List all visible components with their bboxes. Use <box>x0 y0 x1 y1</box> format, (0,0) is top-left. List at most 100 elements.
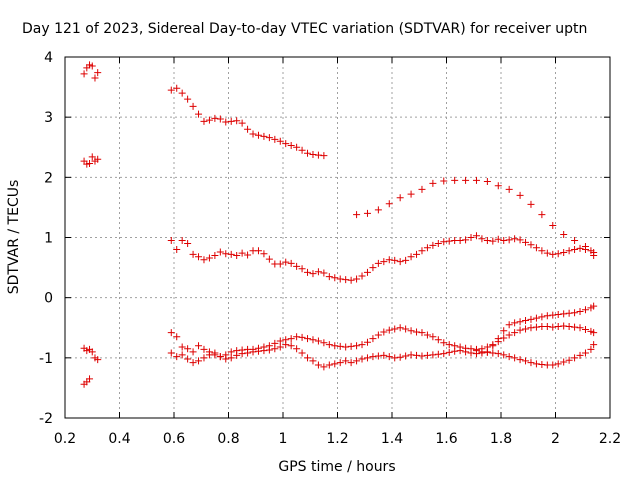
data-point <box>254 247 262 255</box>
x-tick-label: 0.8 <box>217 431 239 447</box>
data-point <box>167 86 175 94</box>
data-point <box>314 361 322 369</box>
data-point <box>576 244 584 252</box>
data-point <box>576 351 584 359</box>
data-point <box>293 143 301 151</box>
data-point <box>189 348 197 356</box>
y-axis-label: SDTVAR / TECUs <box>6 180 22 295</box>
data-point <box>222 250 230 258</box>
data-point <box>244 251 252 259</box>
data-point <box>380 258 388 266</box>
data-point <box>494 350 502 358</box>
series-arc-mid <box>167 232 598 284</box>
data-point <box>238 249 246 257</box>
data-point <box>80 70 88 78</box>
data-point <box>298 333 306 341</box>
data-point <box>298 349 306 357</box>
data-point <box>309 357 317 365</box>
data-point <box>233 117 241 125</box>
data-point <box>227 117 235 125</box>
data-point <box>216 248 224 256</box>
data-point <box>304 149 312 157</box>
series-arc-low-b <box>167 302 598 371</box>
grid-lines <box>65 57 610 418</box>
data-point <box>173 353 181 361</box>
data-point <box>287 141 295 149</box>
x-tick-label: 2 <box>551 431 560 447</box>
data-point <box>423 331 431 339</box>
series-arc-rise <box>353 176 598 257</box>
data-point <box>205 254 213 262</box>
data-point <box>560 322 568 330</box>
data-point <box>363 209 371 217</box>
data-point <box>178 89 186 97</box>
data-point <box>276 343 284 351</box>
data-point <box>309 336 317 344</box>
data-point <box>407 190 415 198</box>
data-point <box>222 355 230 363</box>
axis-ticks <box>64 56 611 419</box>
y-tick-label: 3 <box>44 110 53 126</box>
y-tick-label: -1 <box>39 351 53 367</box>
data-point <box>325 361 333 369</box>
series-arc-low-c <box>472 341 598 369</box>
data-point <box>500 327 508 335</box>
data-point <box>282 341 290 349</box>
data-point <box>227 354 235 362</box>
data-point <box>413 250 421 258</box>
data-point <box>451 176 459 184</box>
data-point <box>571 246 579 254</box>
data-point <box>590 252 598 260</box>
data-point <box>271 345 279 353</box>
x-tick-label: 1.2 <box>326 431 348 447</box>
data-point <box>505 321 513 329</box>
data-point <box>184 345 192 353</box>
data-point <box>222 118 230 126</box>
data-point <box>200 345 208 353</box>
data-point <box>590 341 598 349</box>
data-point <box>233 252 241 260</box>
data-point <box>565 323 573 331</box>
data-point <box>271 135 279 143</box>
data-point <box>560 358 568 366</box>
data-point <box>440 238 448 246</box>
data-point <box>429 241 437 249</box>
data-point <box>86 375 94 383</box>
data-point <box>500 334 508 342</box>
data-point <box>571 323 579 331</box>
data-point <box>293 345 301 353</box>
data-point <box>571 309 579 317</box>
data-point <box>391 325 399 333</box>
data-point <box>494 182 502 190</box>
data-point <box>560 310 568 318</box>
data-point <box>538 247 546 255</box>
y-tick-label: 1 <box>44 231 53 247</box>
data-point <box>265 255 273 263</box>
data-point <box>287 342 295 350</box>
data-point <box>505 236 513 244</box>
data-point <box>549 311 557 319</box>
data-point <box>88 348 96 356</box>
data-point <box>276 337 284 345</box>
data-point <box>402 325 410 333</box>
data-point <box>249 348 257 356</box>
data-point <box>489 342 497 350</box>
data-point <box>511 235 519 243</box>
data-point <box>413 328 421 336</box>
y-tick-label: 0 <box>44 291 53 307</box>
data-point <box>505 331 513 339</box>
data-point <box>445 348 453 356</box>
data-point <box>532 323 540 331</box>
data-point <box>184 95 192 103</box>
data-point <box>423 244 431 252</box>
data-point <box>516 326 524 334</box>
series-arc-high <box>167 84 328 160</box>
y-tick-label: 4 <box>44 50 53 66</box>
data-point <box>200 354 208 362</box>
data-point <box>385 353 393 361</box>
y-tick-label: 2 <box>44 170 53 186</box>
data-point <box>244 349 252 357</box>
x-tick-label: 0.2 <box>54 431 76 447</box>
data-point <box>233 351 241 359</box>
data-point <box>336 342 344 350</box>
